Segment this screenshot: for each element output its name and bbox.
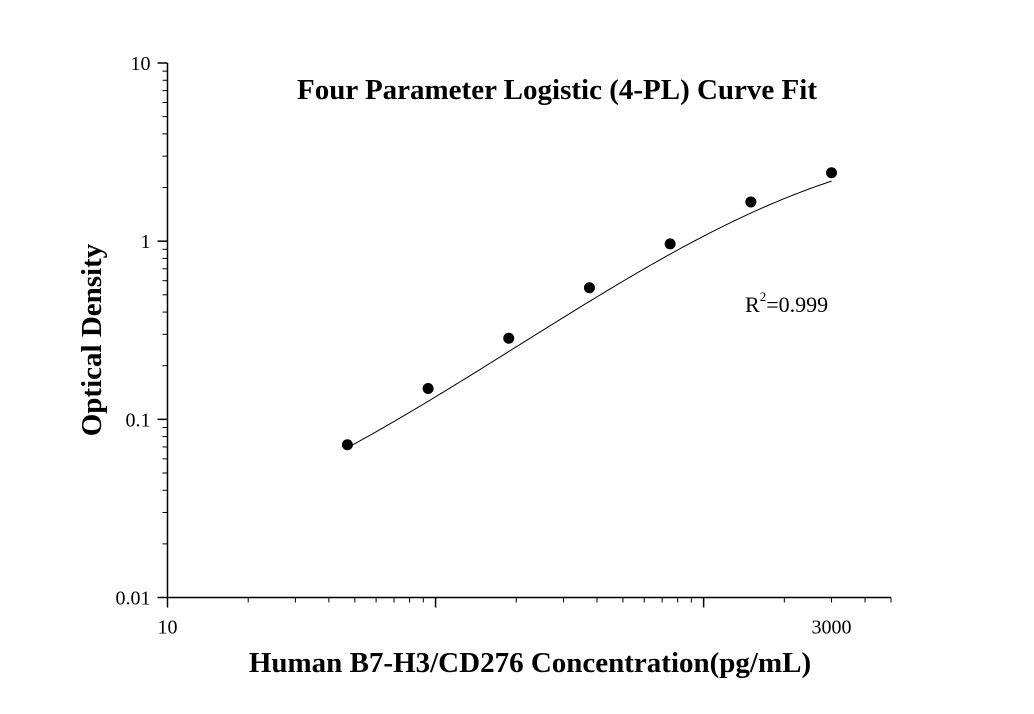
data-point [341,439,353,451]
x-tick-label: 10 [158,617,178,639]
fit-curve [347,180,832,449]
data-point [422,382,434,394]
y-tick-label: 1 [141,231,151,253]
data-point [745,196,757,208]
data-points [341,167,838,451]
r-squared-superscript: 2 [760,289,767,304]
data-point [826,167,838,179]
y-axis-label: Optical Density [76,243,108,436]
y-tick-label: 0.01 [116,588,151,610]
axes [166,63,891,599]
chart-title: Four Parameter Logistic (4-PL) Curve Fit [297,74,817,106]
data-point [583,282,595,294]
x-axis-label: Human B7-H3/CD276 Concentration(pg/mL) [249,647,811,679]
data-point [503,332,515,344]
y-tick-label: 10 [131,53,151,75]
r-squared-value: =0.999 [766,292,828,317]
y-ticks: 0.01 0.1 1 10 [116,53,168,610]
x-ticks: 10 3000 [158,597,892,639]
y-tick-label: 0.1 [126,409,151,431]
r-squared-label: R [745,292,760,317]
data-point [664,238,676,250]
x-tick-label: 3000 [812,617,852,639]
r-squared-annotation: R2=0.999 [745,289,828,317]
